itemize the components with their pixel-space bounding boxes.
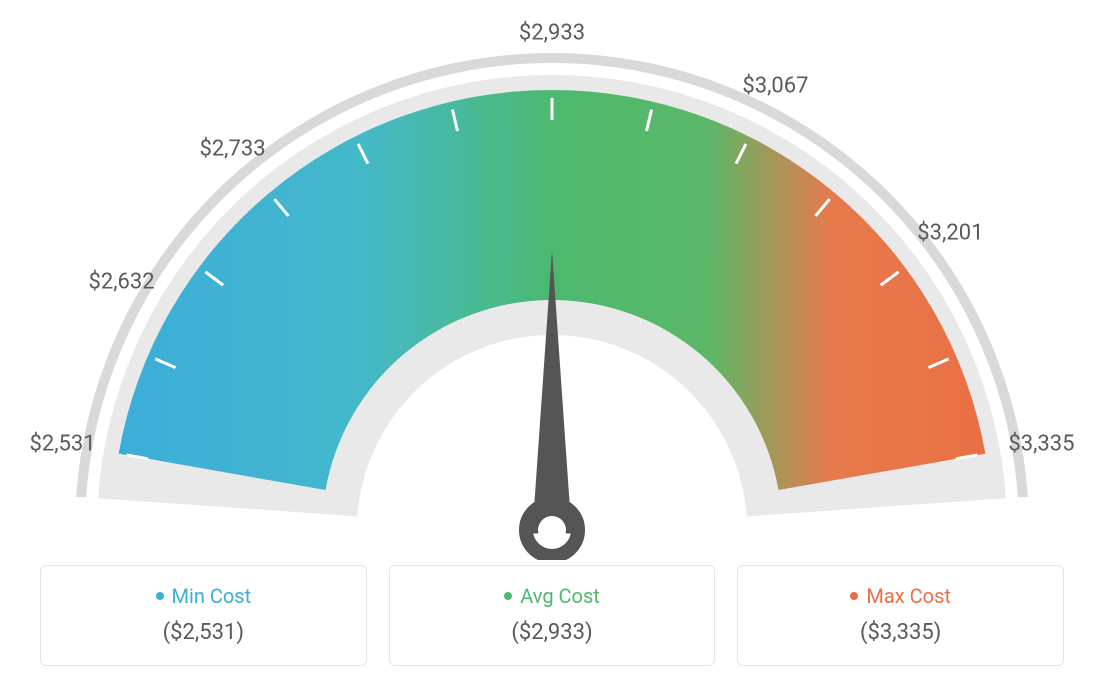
gauge-tick-label: $3,201 [917, 220, 983, 245]
gauge-area: $2,531 $2,632 $2,733 $2,933 $3,067 $3,201 $3,3… [0, 0, 1104, 560]
legend-value-avg: ($2,933) [398, 620, 707, 645]
legend-title-label: Avg Cost [520, 584, 600, 608]
legend-value-max: ($3,335) [746, 620, 1055, 645]
gauge-tick-label: $2,531 [29, 431, 95, 456]
gauge-tick-label: $3,335 [1008, 431, 1074, 456]
legend-title-label: Min Cost [172, 584, 252, 608]
legend-title-min: Min Cost [156, 584, 252, 608]
gauge-tick-label: $2,733 [199, 137, 265, 162]
legend-card-min: Min Cost ($2,531) [40, 565, 367, 666]
legend-card-max: Max Cost ($3,335) [737, 565, 1064, 666]
legend-value-min: ($2,531) [49, 620, 358, 645]
gauge-tick-label: $2,933 [519, 21, 585, 46]
dot-icon [156, 592, 164, 600]
gauge-svg [0, 0, 1104, 560]
legend-title-avg: Avg Cost [504, 584, 600, 608]
legend-card-avg: Avg Cost ($2,933) [389, 565, 716, 666]
dot-icon [850, 592, 858, 600]
gauge-tick-label: $2,632 [89, 269, 155, 294]
gauge-chart-container: $2,531 $2,632 $2,733 $2,933 $3,067 $3,201 $3,3… [0, 0, 1104, 690]
legend-title-label: Max Cost [866, 584, 951, 608]
legend-title-max: Max Cost [850, 584, 951, 608]
dot-icon [504, 592, 512, 600]
gauge-tick-label: $3,067 [742, 74, 808, 99]
legend-row: Min Cost ($2,531) Avg Cost ($2,933) Max … [40, 565, 1064, 666]
